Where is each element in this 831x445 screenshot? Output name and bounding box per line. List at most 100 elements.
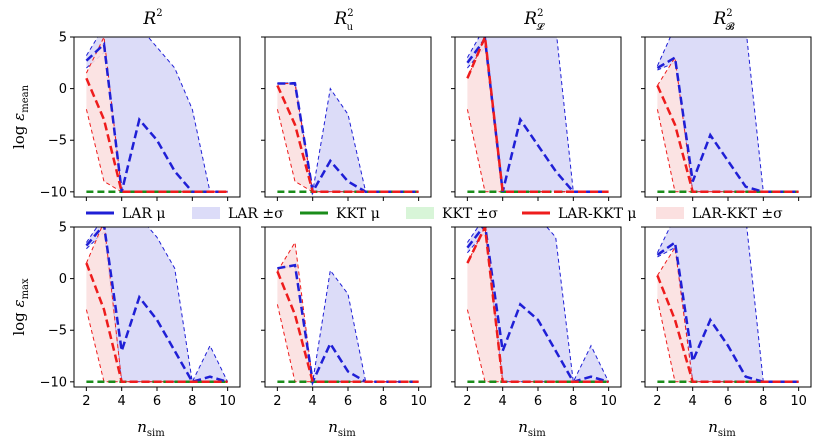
column-title: R2 𝓛 — [523, 8, 545, 33]
ytick-label: −10 — [40, 375, 67, 390]
xtick-label: 10 — [410, 394, 427, 409]
ytick-label: −5 — [48, 324, 67, 339]
larkkt-mean-line — [656, 275, 799, 384]
ytick-label: −5 — [48, 134, 67, 149]
lar-upper-line — [85, 227, 229, 384]
legend-label: KKT ±σ — [442, 206, 498, 222]
lar-sigma-band — [657, 37, 799, 192]
xtick-label: 8 — [188, 394, 196, 409]
xtick-label: 2 — [653, 394, 661, 409]
subplot-0-1: R2 u — [261, 8, 432, 201]
legend-patch-swatch — [192, 207, 220, 219]
ytick-label: 0 — [59, 82, 67, 97]
subplot-0-2: R2 𝓛 — [451, 8, 622, 201]
xtick-label: 2 — [273, 394, 281, 409]
xtick-label: 6 — [534, 394, 542, 409]
column-title: R2 𝓑 — [712, 8, 734, 33]
column-title-base: R — [333, 9, 347, 29]
column-title-sup: 2 — [537, 8, 543, 19]
lar-upper-line — [466, 227, 610, 384]
row-label-sub: mean — [20, 84, 31, 112]
plot-area — [85, 227, 229, 384]
xtick-label: 8 — [759, 394, 767, 409]
column-title-sub: 𝓑 — [726, 21, 735, 33]
lar-sigma-band — [467, 37, 609, 192]
subplot-1-1: 2 4 6 8 10 nsim — [261, 226, 432, 439]
row-label-prefix: log — [10, 121, 28, 149]
column-title-sub: 𝓛 — [536, 21, 545, 33]
plot-area — [85, 37, 228, 194]
legend-label: LAR μ — [122, 206, 166, 222]
plot-area — [276, 241, 419, 387]
ytick-label: 5 — [59, 31, 67, 46]
xtick-label: 6 — [724, 394, 732, 409]
ytick-label: −10 — [40, 185, 67, 200]
larkkt-mean-line — [656, 84, 799, 194]
xtick-label: 10 — [790, 394, 807, 409]
x-axis-label-main: n — [137, 418, 147, 436]
row-label-sub: max — [20, 278, 31, 299]
xtick-label: 6 — [344, 394, 352, 409]
column-title-sup: 2 — [726, 8, 732, 19]
x-axis-label-main: n — [708, 418, 718, 436]
lar-mean-line — [466, 227, 609, 384]
larkkt-sigma-band — [467, 37, 609, 192]
subplot-0-0: 5 0 −5 −10 R2 — [40, 8, 241, 201]
legend-label: LAR-KKT μ — [558, 206, 636, 222]
larkkt-sigma-band — [86, 37, 228, 192]
subplot-1-2: 2 4 6 8 10 nsim — [451, 226, 622, 439]
plot-area — [466, 37, 609, 194]
larkkt-sigma-band — [657, 57, 799, 192]
x-axis-label: nsim — [137, 418, 165, 439]
ytick-label: 5 — [59, 221, 67, 236]
column-title-base: R — [523, 9, 537, 29]
larkkt-sigma-band — [657, 247, 799, 382]
column-title: R2 — [142, 8, 162, 29]
legend-patch-swatch — [406, 207, 434, 219]
legend-item-lar-kkt: LAR-KKT ±σ — [656, 206, 783, 222]
subplot-1-0: 5 0 −5 −10 2 4 6 8 10 nsim — [40, 221, 241, 439]
x-axis-label: nsim — [328, 418, 356, 439]
column-title: R2 u — [333, 8, 353, 33]
x-axis-label: nsim — [708, 418, 736, 439]
x-axis-label-sub: sim — [147, 428, 165, 439]
lar-upper-line — [85, 37, 228, 193]
column-title-base: R — [142, 9, 156, 29]
xtick-label: 4 — [118, 394, 126, 409]
larkkt-mean-line — [466, 37, 609, 194]
xtick-label: 6 — [153, 394, 161, 409]
plot-area — [276, 81, 419, 196]
legend-label: LAR ±σ — [228, 206, 284, 222]
xtick-label: 2 — [82, 394, 90, 409]
xtick-label: 8 — [569, 394, 577, 409]
xtick-label: 4 — [689, 394, 697, 409]
xtick-label: 10 — [600, 394, 617, 409]
xtick-label: 8 — [379, 394, 387, 409]
larkkt-mean-line — [276, 84, 419, 194]
legend: LAR μ LAR ±σ KKT μ KKT ±σ LAR-KKT μ LAR-KKT ±… — [86, 206, 783, 222]
lar-mean-line — [85, 41, 228, 194]
larkkt-upper-line — [276, 241, 419, 383]
xtick-label: 4 — [309, 394, 317, 409]
larkkt-mean-line — [276, 270, 419, 384]
larkkt-sigma-band — [277, 83, 419, 192]
row-label-prefix: log — [10, 307, 28, 335]
x-axis-label-sub: sim — [718, 428, 736, 439]
x-axis-label-sub: sim — [338, 428, 356, 439]
x-axis-label-main: n — [328, 418, 338, 436]
legend-item-lar: LAR μ — [86, 206, 166, 222]
larkkt-sigma-band — [277, 242, 419, 382]
lar-sigma-band — [277, 264, 419, 382]
plot-area — [656, 227, 799, 384]
xtick-label: 4 — [499, 394, 507, 409]
lar-sigma-band — [657, 227, 799, 382]
row-label-symbol: ε — [10, 299, 28, 307]
lar-mean-line — [277, 263, 419, 387]
legend-item-lar-kkt: LAR-KKT μ — [522, 206, 636, 222]
row-label: log εmax — [10, 278, 31, 336]
legend-item-lar: LAR ±σ — [192, 206, 284, 222]
lar-mean-line — [277, 82, 419, 196]
larkkt-mean-line — [466, 227, 609, 384]
legend-patch-swatch — [656, 207, 684, 219]
